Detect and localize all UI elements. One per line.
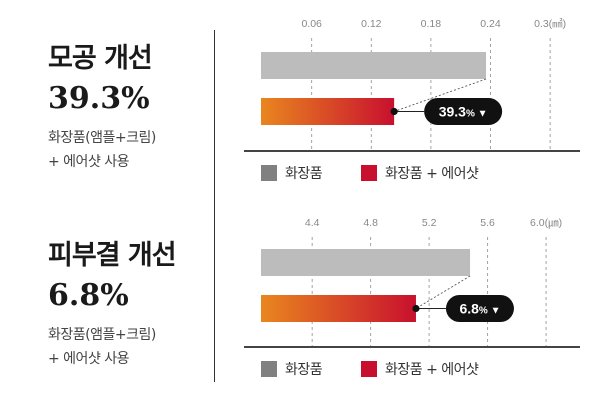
reduction-label: 39.3% ▼ (439, 104, 488, 120)
tick-label: 5.2 (422, 217, 437, 229)
panel-2-text: 피부결 개선 6.8% 화장품(앰플+크림) + 에어샷 사용 (48, 233, 177, 371)
panel-description-line2: + 에어샷 사용 (48, 351, 130, 367)
legend-label-cosmetic: 화장품 (285, 362, 323, 378)
tick-label: 0.3(㎟) (534, 18, 566, 30)
legend-swatch-cosmetic (261, 361, 277, 377)
tick-label: 6.0(㎛) (530, 217, 562, 229)
legend-swatch-cosmetic-airshot (361, 361, 377, 377)
improvement-percent: 6.8% (48, 278, 129, 313)
tick-label: 5.6 (480, 217, 495, 229)
chart-1: 0.06 0.12 0.18 0.24 0.3(㎟) 39.3% ▼ 화장품 화장품 + 에어… (244, 18, 580, 182)
bar-cosmetic (261, 52, 487, 79)
reduction-badge (445, 295, 514, 322)
bar-cosmetic (261, 249, 471, 276)
reduction-label: 6.8% ▼ (459, 301, 500, 317)
tick-label: 0.06 (301, 18, 322, 30)
improvement-percent: 39.3% (48, 81, 150, 116)
panel-description-line2: + 에어샷 사용 (48, 154, 130, 170)
chart-2: 4.4 4.8 5.2 5.6 6.0(㎛) 6.8% ▼ 화장품 화장품 + 에어샷 (244, 217, 580, 378)
legend-swatch-cosmetic (261, 165, 277, 181)
panel-title: 피부결 개선 (48, 240, 177, 271)
tick-label: 0.24 (480, 18, 501, 30)
panel-title: 모공 개선 (48, 43, 153, 74)
legend-label-cosmetic-airshot: 화장품 + 에어샷 (385, 166, 479, 182)
tick-label: 4.8 (363, 217, 378, 229)
tick-label: 4.4 (305, 217, 320, 229)
marker-dot (412, 304, 420, 313)
reduction-badge (424, 98, 503, 125)
marker-dot (390, 107, 398, 116)
panel-description-line1: 화장품(앰플+크림) (48, 327, 156, 343)
legend-label-cosmetic: 화장품 (285, 166, 323, 182)
connector-line (393, 78, 487, 112)
panel-1-text: 모공 개선 39.3% 화장품(앰플+크림) + 에어샷 사용 (48, 36, 156, 174)
connector-line (415, 275, 471, 309)
legend-swatch-cosmetic-airshot (361, 165, 377, 181)
panel-description-line1: 화장품(앰플+크림) (48, 130, 156, 146)
tick-label: 0.12 (361, 18, 382, 30)
tick-label: 0.18 (421, 18, 442, 30)
legend-label-cosmetic-airshot: 화장품 + 에어샷 (385, 362, 479, 378)
bar-cosmetic-airshot (261, 98, 395, 125)
vertical-divider (214, 30, 215, 382)
bar-cosmetic-airshot (261, 295, 416, 322)
